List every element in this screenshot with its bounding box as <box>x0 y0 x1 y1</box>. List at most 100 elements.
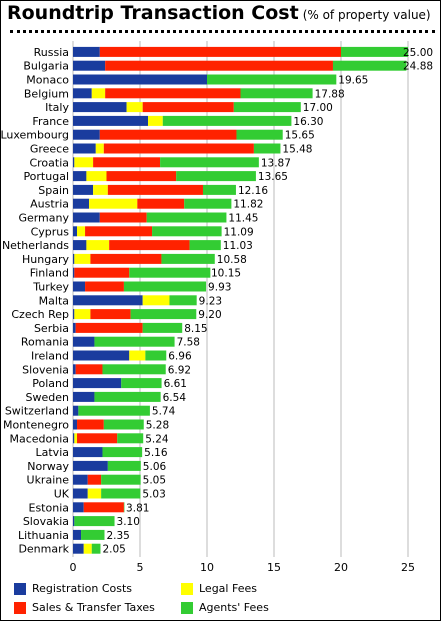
bar-segment-agents <box>202 184 236 195</box>
bar-segment-agents <box>78 405 150 416</box>
x-tick-label: 15 <box>267 561 281 574</box>
bar-segment-agents <box>102 364 166 375</box>
legend-swatch-legal <box>181 583 193 595</box>
category-label: Macedonia <box>9 432 69 445</box>
total-label: 13.87 <box>261 157 291 169</box>
bar-segment-registration <box>73 240 87 251</box>
total-label: 10.15 <box>211 268 241 280</box>
legend-label-agents: Agents' Fees <box>199 601 269 614</box>
bar-segment-legal <box>86 240 110 251</box>
total-label: 17.00 <box>303 102 333 114</box>
total-label: 11.09 <box>224 226 254 238</box>
total-label: 15.48 <box>282 144 312 156</box>
total-label: 11.03 <box>223 240 253 252</box>
x-tick-label: 20 <box>334 561 348 574</box>
bar-segment-registration <box>73 529 82 540</box>
bar-segment-taxes <box>75 364 103 375</box>
legend-label-taxes: Sales & Transfer Taxes <box>32 601 155 614</box>
bar-segment-legal <box>74 157 94 168</box>
bar-segment-taxes <box>103 143 254 154</box>
legend-swatch-taxes <box>14 602 26 614</box>
bar-segment-agents <box>101 488 141 499</box>
total-label: 9.93 <box>208 282 231 294</box>
total-label: 3.10 <box>117 516 140 528</box>
bar-segment-agents <box>130 309 197 320</box>
legend-label-legal: Legal Fees <box>199 582 257 595</box>
category-label: Switzerland <box>5 405 69 418</box>
category-label: Slovakia <box>23 515 69 528</box>
bar-segment-agents <box>162 115 292 126</box>
bar-segment-legal <box>74 433 78 444</box>
bar-segment-agents <box>240 88 313 99</box>
bar-segment-agents <box>117 433 144 444</box>
bar-segment-agents <box>107 460 141 471</box>
bar-segment-agents <box>152 226 222 237</box>
category-label: Italy <box>45 101 69 114</box>
title-subtitle: (% of property value) <box>302 8 431 22</box>
bar-segment-registration <box>73 295 143 306</box>
bar-segment-registration <box>73 46 100 57</box>
bar-segment-registration <box>73 350 130 361</box>
bar-segment-registration <box>73 60 106 71</box>
category-label: Luxembourg <box>1 129 69 142</box>
bar-segment-registration <box>73 226 78 237</box>
bar-segment-legal <box>148 115 163 126</box>
bar-segment-registration <box>73 419 78 430</box>
bar-segment-agents <box>184 198 232 209</box>
bar-segment-registration <box>73 198 90 209</box>
total-label: 16.30 <box>293 116 323 128</box>
category-label: Monaco <box>26 74 69 87</box>
bar-segment-legal <box>74 309 91 320</box>
bar-segment-taxes <box>99 46 341 57</box>
total-label: 2.05 <box>102 544 125 556</box>
bar-segment-taxes <box>85 281 124 292</box>
bar-segment-registration <box>73 405 79 416</box>
category-label: Russia <box>34 46 69 59</box>
bar-segment-registration <box>73 281 86 292</box>
bar-segment-taxes <box>93 157 161 168</box>
total-label: 15.65 <box>285 130 315 142</box>
bar-segment-agents <box>123 502 125 513</box>
total-label: 9.20 <box>198 309 221 321</box>
bar-segment-agents <box>169 295 197 306</box>
category-label: Netherlands <box>2 239 69 252</box>
title-divider <box>10 30 435 33</box>
bar-segment-agents <box>207 74 337 85</box>
total-label: 13.65 <box>258 171 288 183</box>
category-label: Czech Rep <box>11 308 69 321</box>
total-label: 5.28 <box>146 420 169 432</box>
category-label: Hungary <box>22 253 69 266</box>
bar-segment-agents <box>123 281 207 292</box>
chart-title: Roundtrip Transaction Cost (% of property… <box>7 2 431 24</box>
bar-segment-registration <box>73 474 88 485</box>
bar-segment-taxes <box>90 309 131 320</box>
bar-segment-legal <box>89 198 138 209</box>
legend-label-registration: Registration Costs <box>32 582 133 595</box>
bar-segment-agents <box>189 240 221 251</box>
bar-segments <box>73 46 408 554</box>
category-label: Poland <box>32 377 69 390</box>
bar-segment-registration <box>73 115 149 126</box>
total-label: 17.88 <box>315 88 345 100</box>
bar-segment-legal <box>129 350 146 361</box>
category-label: Ukraine <box>27 474 70 487</box>
total-label: 5.74 <box>152 406 176 418</box>
bar-segment-legal <box>93 184 108 195</box>
bar-segment-registration <box>73 129 100 140</box>
bar-segment-agents <box>236 129 283 140</box>
bar-segment-registration <box>73 267 75 278</box>
bar-segment-registration <box>73 74 207 85</box>
category-label: Slovenia <box>22 363 69 376</box>
category-label: Montenegro <box>3 419 69 432</box>
bar-segment-legal <box>126 102 143 113</box>
bar-segment-agents <box>161 253 215 264</box>
bar-segment-taxes <box>77 419 104 430</box>
bar-segment-legal <box>91 88 106 99</box>
bar-segment-taxes <box>99 129 237 140</box>
category-label: Spain <box>38 184 69 197</box>
bar-segment-agents <box>91 543 101 554</box>
bar-segment-legal <box>83 543 92 554</box>
bar-segment-registration <box>73 171 87 182</box>
total-label: 9.23 <box>199 295 222 307</box>
